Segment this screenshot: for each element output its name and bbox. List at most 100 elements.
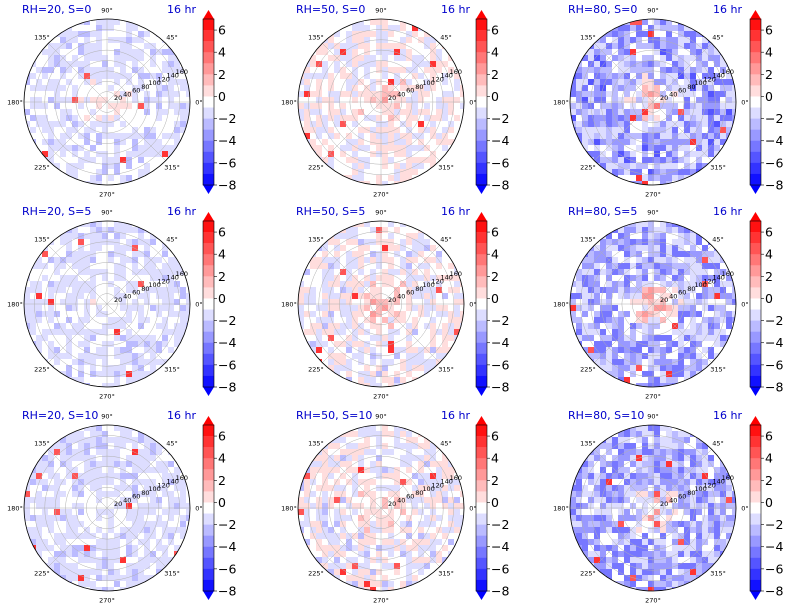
angle-label: 45° (166, 235, 178, 243)
angle-label: 180° (553, 301, 569, 309)
colorbar-tick-label: −8 (491, 178, 509, 193)
angle-label: 135° (308, 439, 324, 447)
radial-label: 120 (431, 277, 443, 285)
radial-label: 40 (669, 90, 677, 98)
angle-label: 0° (195, 99, 202, 107)
angle-label: 270° (99, 393, 115, 401)
panel-title: RH=80, S=0 (568, 3, 637, 16)
radial-label: 80 (415, 489, 423, 497)
angle-label: 180° (553, 505, 569, 513)
radial-label: 140 (167, 274, 179, 282)
radial-label: 160 (176, 270, 188, 278)
angle-label: 90° (101, 413, 113, 421)
radial-label: 40 (669, 292, 677, 300)
radial-label: 20 (114, 500, 122, 508)
colorbar-tick-label: −2 (218, 313, 236, 328)
colorbar-extend-top (750, 212, 761, 221)
radial-label: 40 (397, 496, 405, 504)
angle-label: 0° (469, 301, 476, 309)
angle-label: 135° (308, 235, 324, 243)
colorbar-tick-label: −6 (218, 561, 236, 576)
angle-label: 315° (438, 366, 454, 374)
angle-label: 180° (7, 301, 23, 309)
colorbar-extend-bottom (476, 387, 487, 396)
radial-label: 100 (422, 485, 434, 493)
colorbar-tick-label: 2 (218, 67, 226, 82)
polar-grid (23, 18, 191, 186)
panel-time-label: 16 hr (713, 409, 742, 422)
polar-grid (23, 424, 191, 592)
radial-label: 20 (660, 500, 668, 508)
angle-label: 180° (7, 99, 23, 107)
colorbar-tick-label: 2 (218, 269, 226, 284)
colorbar-tick-label: −4 (491, 539, 509, 554)
panel-time-label: 16 hr (713, 3, 742, 16)
angle-label: 45° (712, 33, 724, 41)
colorbar-extend-bottom (750, 591, 761, 600)
colorbar: 6 4 2 0 −2 −4 −6 −8 (749, 212, 783, 396)
radial-label: 60 (678, 87, 686, 95)
colorbar-tick-label: 6 (218, 23, 226, 38)
radial-label: 100 (694, 485, 706, 493)
colorbar-tick-label: −8 (765, 380, 783, 395)
colorbar-tick-label: 2 (218, 473, 226, 488)
colorbar-tick-label: 4 (765, 451, 773, 466)
radial-label: 60 (132, 87, 140, 95)
panel-time-label: 16 hr (441, 205, 470, 218)
colorbar-tick-label: −8 (218, 178, 236, 193)
polar-grid (297, 18, 465, 186)
polar-grid (23, 220, 191, 388)
angle-label: 90° (647, 209, 659, 217)
colorbar-tick-label: −2 (491, 313, 509, 328)
radial-label: 60 (406, 493, 414, 501)
radial-label: 80 (687, 489, 695, 497)
colorbar-tick-label: −8 (765, 178, 783, 193)
colorbar-tick-label: 6 (491, 429, 499, 444)
colorbar-tick-label: 0 (218, 291, 226, 306)
colorbar-tick-label: 2 (765, 473, 773, 488)
angle-label: 90° (647, 413, 659, 421)
panel-time-label: 16 hr (167, 205, 196, 218)
angle-label: 315° (710, 570, 726, 578)
colorbar-tick-label: 0 (765, 291, 773, 306)
colorbar-tick-label: −4 (491, 335, 509, 350)
radial-label: 100 (694, 281, 706, 289)
colorbar-tick-label: 2 (765, 67, 773, 82)
radial-label: 80 (141, 285, 149, 293)
angle-label: 0° (741, 505, 748, 513)
polar-grid (569, 424, 737, 592)
angle-label: 45° (712, 235, 724, 243)
colorbar-extend-top (476, 212, 487, 221)
angle-label: 45° (440, 439, 452, 447)
radial-label: 40 (669, 496, 677, 504)
colorbar-tick-label: 2 (491, 473, 499, 488)
colorbar-extend-top (476, 10, 487, 19)
colorbar-tick-label: −6 (765, 357, 783, 372)
angle-label: 45° (166, 33, 178, 41)
panel-7: 0°45°90°135°180°225°270°315°20 40 60 801001… (7, 409, 236, 605)
angle-label: 90° (647, 7, 659, 15)
colorbar-tick-label: 6 (765, 23, 773, 38)
panel-5: 0°45°90°135°180°225°270°315°20 40 60 801001… (281, 205, 509, 401)
angle-label: 315° (438, 164, 454, 172)
colorbar-tick-label: −2 (765, 517, 783, 532)
angle-label: 225° (308, 164, 324, 172)
panel-time-label: 16 hr (167, 409, 196, 422)
radial-label: 120 (431, 75, 443, 83)
angle-label: 90° (101, 209, 113, 217)
angle-label: 180° (281, 99, 297, 107)
angle-label: 270° (373, 597, 389, 605)
radial-label: 100 (148, 485, 160, 493)
radial-label: 140 (167, 478, 179, 486)
colorbar-tick-label: 6 (218, 429, 226, 444)
panel-time-label: 16 hr (167, 3, 196, 16)
radial-label: 160 (450, 474, 462, 482)
angle-label: 45° (440, 235, 452, 243)
panel-8: 0°45°90°135°180°225°270°315°20 40 60 801001… (281, 409, 509, 605)
radial-label: 60 (132, 289, 140, 297)
colorbar-tick-label: −6 (765, 561, 783, 576)
angle-label: 45° (440, 33, 452, 41)
colorbar: 6 4 2 0 −2 −4 −6 −8 (202, 416, 236, 600)
colorbar-tick-label: −2 (491, 111, 509, 126)
panel-title: RH=50, S=0 (296, 3, 365, 16)
